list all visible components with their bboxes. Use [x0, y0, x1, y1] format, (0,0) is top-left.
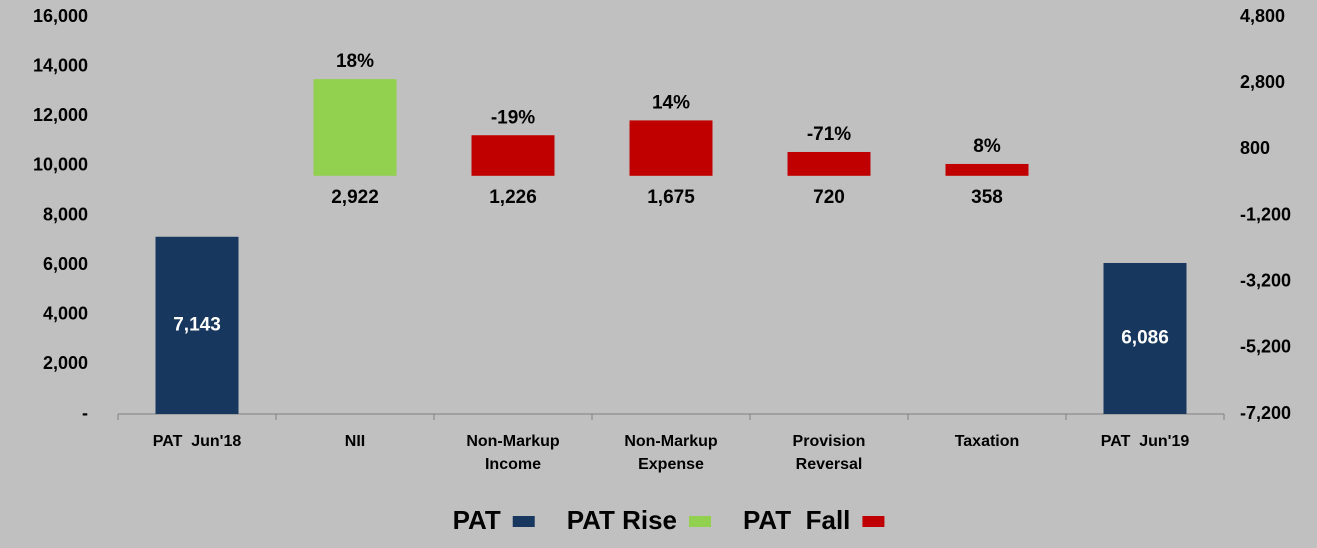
y2-tick-label: -5,200	[1240, 337, 1291, 357]
bar	[471, 135, 555, 176]
y-tick-label: -	[82, 403, 88, 423]
bar	[945, 163, 1029, 176]
value-label: 358	[971, 187, 1003, 208]
y-tick-label: 16,000	[33, 6, 88, 26]
value-label: 1,226	[489, 187, 537, 208]
y2-tick-label: -3,200	[1240, 270, 1291, 290]
y-tick-label: 6,000	[43, 254, 88, 274]
y2-tick-label: -7,200	[1240, 403, 1291, 423]
bar	[787, 151, 871, 176]
x-tick-label: Provision	[793, 433, 866, 450]
y-tick-label: 2,000	[43, 353, 88, 373]
percent-label: 18%	[336, 51, 374, 72]
legend-label: PAT Fall	[743, 505, 850, 535]
value-label: 2,922	[331, 187, 379, 208]
bar	[313, 79, 397, 176]
y2-tick-label: 2,800	[1240, 72, 1285, 92]
legend-swatch	[689, 516, 712, 527]
legend-label: PAT	[453, 505, 501, 535]
y2-tick-label: 4,800	[1240, 6, 1285, 26]
legend-swatch	[862, 516, 885, 527]
x-tick-label: Reversal	[796, 456, 863, 473]
y-tick-label: 12,000	[33, 105, 88, 125]
percent-label: -19%	[491, 107, 535, 128]
x-tick-label: Income	[485, 456, 541, 473]
y-tick-label: 4,000	[43, 304, 88, 324]
x-tick-label: PAT Jun'19	[1101, 433, 1190, 450]
x-tick-label: Non-Markup	[466, 433, 560, 450]
x-tick-label: Non-Markup	[624, 433, 718, 450]
percent-label: -71%	[807, 124, 851, 145]
y2-tick-label: 800	[1240, 138, 1270, 158]
bar	[1103, 262, 1187, 414]
x-tick-label: Taxation	[955, 433, 1020, 450]
y-tick-label: 14,000	[33, 55, 88, 75]
bar	[629, 120, 713, 176]
y2-tick-label: -1,200	[1240, 204, 1291, 224]
x-tick-label: NII	[345, 433, 365, 450]
x-tick-label: PAT Jun'18	[153, 433, 242, 450]
legend-label: PAT Rise	[567, 505, 677, 535]
percent-label: 14%	[652, 92, 690, 113]
y-tick-label: 8,000	[43, 204, 88, 224]
percent-label: 8%	[973, 136, 1001, 157]
value-label: 720	[813, 187, 845, 208]
x-tick-label: Expense	[638, 456, 704, 473]
value-label: 1,675	[647, 187, 695, 208]
legend-swatch	[512, 516, 535, 527]
value-label: 7,143	[173, 314, 221, 335]
bar	[155, 236, 239, 414]
value-label: 6,086	[1121, 328, 1169, 349]
y-tick-label: 10,000	[33, 155, 88, 175]
